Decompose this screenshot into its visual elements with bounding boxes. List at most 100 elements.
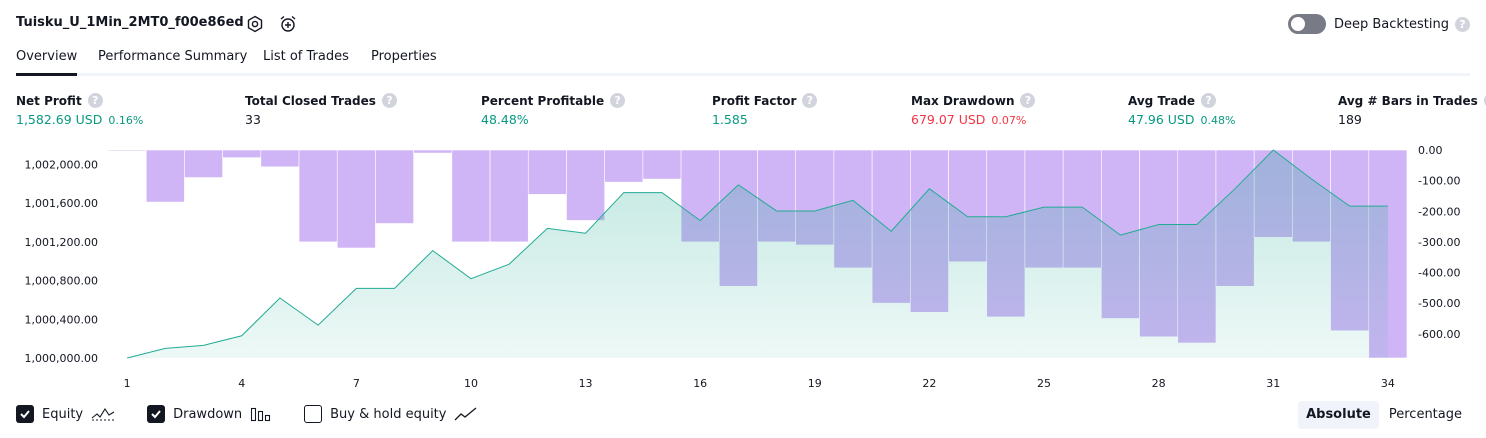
help-icon[interactable]: ? xyxy=(1483,93,1486,108)
drawdown-bar xyxy=(642,149,682,180)
left-axis-tick: 1,001,200.00 xyxy=(25,236,98,249)
absolute-button[interactable]: Absolute xyxy=(1298,401,1379,429)
equity-line xyxy=(126,149,1388,359)
stat-percent: 0.07% xyxy=(991,114,1027,127)
x-axis-tick: 4 xyxy=(238,377,245,390)
equity-drawdown-plot[interactable]: 1,000,000.00 1,000,400.00 1,000,800.00 1,00… xyxy=(0,140,1486,398)
stat-value: 1,582.69 USD xyxy=(16,112,103,127)
drawdown-bar xyxy=(222,149,262,158)
drawdown-bar xyxy=(184,149,223,178)
stat-percent: 0.16% xyxy=(108,114,144,127)
chart-legend: Equity Drawdown Buy & hold equity xyxy=(16,403,510,425)
drawdown-bar xyxy=(527,149,567,195)
stat-title: Profit Factor xyxy=(712,93,797,108)
left-axis-tick: 1,000,800.00 xyxy=(25,275,98,288)
drawdown-bars-icon xyxy=(250,406,272,422)
left-axis-tick: 1,000,000.00 xyxy=(25,352,98,365)
legend-label: Drawdown xyxy=(173,406,243,422)
left-axis-tick: 1,001,600.00 xyxy=(25,197,98,210)
drawdown-checkbox[interactable] xyxy=(147,405,166,423)
summary-stats: Net Profit? 1,582.69 USD 0.16% Total Clos… xyxy=(16,93,1486,133)
legend-drawdown[interactable]: Drawdown xyxy=(147,405,272,423)
drawdown-bar xyxy=(451,149,491,243)
x-axis-tick: 28 xyxy=(1152,377,1166,390)
equity-area xyxy=(127,150,1388,358)
right-axis-tick: -400.00 xyxy=(1418,267,1460,280)
tab-list-of-trades[interactable]: List of Trades xyxy=(263,49,349,64)
help-icon[interactable]: ? xyxy=(610,93,626,108)
buy-hold-line-icon xyxy=(454,406,478,422)
legend-equity[interactable]: Equity xyxy=(16,405,115,423)
help-icon[interactable]: ? xyxy=(1455,16,1470,32)
tab-bar: Overview Performance Summary List of Tra… xyxy=(16,46,1470,76)
right-axis-tick: -100.00 xyxy=(1418,175,1460,188)
tab-performance-summary[interactable]: Performance Summary xyxy=(98,49,248,64)
equity-line-icon xyxy=(91,406,115,422)
drawdown-bar xyxy=(107,149,147,152)
x-axis-tick: 34 xyxy=(1381,377,1395,390)
legend-buy-hold-equity[interactable]: Buy & hold equity xyxy=(304,405,478,423)
equity-checkbox[interactable] xyxy=(16,405,34,423)
left-axis-tick: 1,002,000.00 xyxy=(25,159,98,172)
x-axis-tick: 31 xyxy=(1266,377,1280,390)
x-axis-tick: 22 xyxy=(922,377,936,390)
drawdown-bar xyxy=(145,149,185,203)
drawdown-bar xyxy=(413,149,453,154)
stat-title: Avg # Bars in Trades xyxy=(1338,93,1478,108)
stat-title: Total Closed Trades xyxy=(245,93,376,108)
strategy-name: Tuisku_U_1Min_2MT0_f00e86ed xyxy=(16,15,244,30)
x-axis-tick: 13 xyxy=(579,377,593,390)
stat-percent: 0.48% xyxy=(1200,114,1236,127)
right-axis-tick: -300.00 xyxy=(1418,236,1460,249)
equity-chart[interactable]: 1,000,000.00 1,000,400.00 1,000,800.00 1,00… xyxy=(0,140,1486,398)
alarm-clock-plus-icon[interactable] xyxy=(278,14,298,34)
deep-backtesting-toggle[interactable] xyxy=(1287,14,1326,34)
stat-title: Max Drawdown xyxy=(911,93,1015,108)
stat-avg-bars-in-trades: Avg # Bars in Trades? 189 xyxy=(1338,93,1486,127)
left-axis-tick: 1,000,400.00 xyxy=(25,313,98,326)
stat-value: 1.585 xyxy=(712,112,748,127)
buy-hold-checkbox[interactable] xyxy=(304,405,323,423)
stat-total-closed-trades: Total Closed Trades? 33 xyxy=(245,93,397,127)
stat-value: 47.96 USD xyxy=(1128,112,1195,127)
help-icon[interactable]: ? xyxy=(1201,93,1217,108)
drawdown-bar xyxy=(298,149,338,243)
drawdown-bar xyxy=(260,149,300,168)
x-axis-tick: 25 xyxy=(1037,377,1051,390)
help-icon[interactable]: ? xyxy=(1020,93,1036,108)
drawdown-bar xyxy=(336,149,376,249)
stat-profit-factor: Profit Factor? 1.585 xyxy=(712,93,818,127)
percentage-button[interactable]: Percentage xyxy=(1388,407,1462,422)
help-icon[interactable]: ? xyxy=(802,93,818,108)
tab-overview[interactable]: Overview xyxy=(16,49,78,76)
x-axis-tick: 1 xyxy=(124,377,131,390)
stat-title: Percent Profitable xyxy=(481,93,605,108)
strategy-header: Tuisku_U_1Min_2MT0_f00e86ed Deep Backtes… xyxy=(0,0,1486,46)
stat-max-drawdown: Max Drawdown? 679.07 USD 0.07% xyxy=(911,93,1036,127)
drawdown-bar xyxy=(375,149,414,224)
tab-properties[interactable]: Properties xyxy=(371,49,437,64)
right-axis-tick: -500.00 xyxy=(1418,297,1460,310)
right-axis-tick: -200.00 xyxy=(1418,205,1460,218)
stat-value: 189 xyxy=(1338,112,1362,127)
stat-net-profit: Net Profit? 1,582.69 USD 0.16% xyxy=(16,93,143,127)
stat-title: Net Profit xyxy=(16,93,82,108)
x-axis-tick: 10 xyxy=(464,377,478,390)
legend-label: Equity xyxy=(42,406,84,422)
stat-value: 33 xyxy=(245,112,261,127)
legend-label: Buy & hold equity xyxy=(330,406,447,422)
deep-backtesting: Deep Backtesting ? xyxy=(1287,14,1470,34)
help-icon[interactable]: ? xyxy=(87,93,103,108)
stat-value: 679.07 USD xyxy=(911,112,986,127)
right-axis-tick: -600.00 xyxy=(1418,328,1460,341)
drawdown-bar xyxy=(566,149,605,221)
drawdown-bar xyxy=(489,149,529,243)
x-axis-tick: 7 xyxy=(353,377,360,390)
drawdown-bar xyxy=(604,149,644,183)
view-mode-switch: Absolute Percentage xyxy=(1296,401,1470,429)
help-icon[interactable]: ? xyxy=(381,93,397,108)
stat-percent-profitable: Percent Profitable? 48.48% xyxy=(481,93,626,127)
gear-icon[interactable] xyxy=(245,14,265,34)
stat-avg-trade: Avg Trade? 47.96 USD 0.48% xyxy=(1128,93,1235,127)
deep-backtesting-label: Deep Backtesting xyxy=(1333,16,1449,32)
